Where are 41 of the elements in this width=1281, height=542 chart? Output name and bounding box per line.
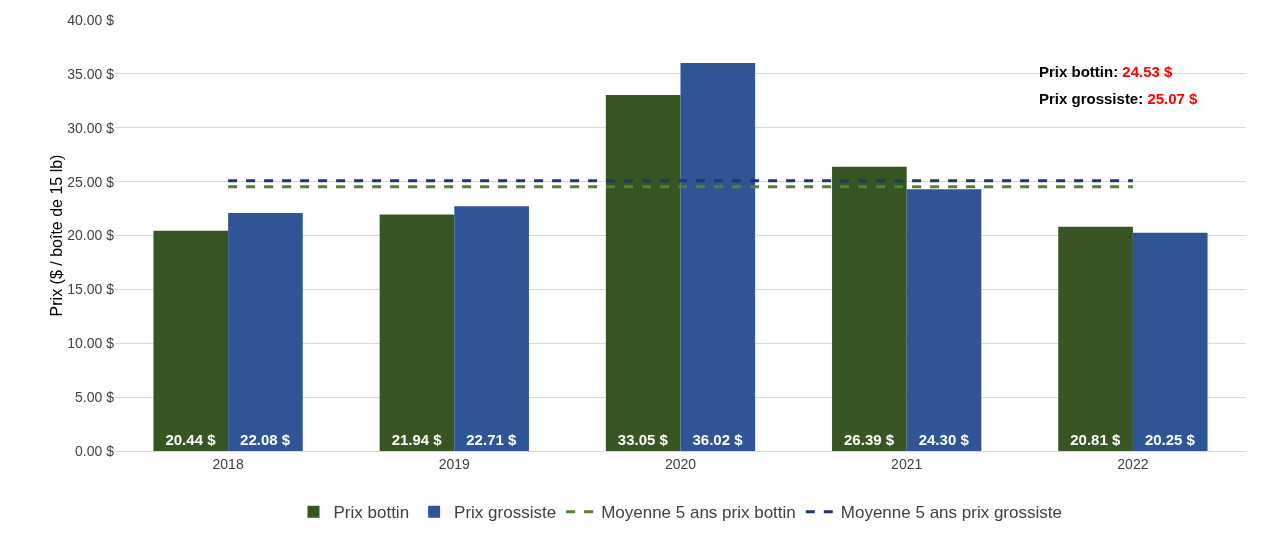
x-tick-label: 2018 [212,455,244,472]
data-label: 36.02 $ [692,431,744,448]
y-axis-title: Prix ($ / boîte de 15 lb) [48,154,66,317]
y-tick-label: 5.00 $ [75,389,115,406]
annotation: Prix bottin: 24.53 $ [1039,63,1174,80]
bar [832,166,907,451]
data-label: 21.94 $ [391,431,443,448]
y-tick-label: 10.00 $ [67,335,115,352]
data-label: 24.30 $ [918,431,970,448]
bar [228,213,303,451]
bar [1058,226,1133,451]
data-label: 26.39 $ [844,431,895,448]
annotation: Prix grossiste: 25.07 $ [1039,90,1199,107]
y-tick-label: 30.00 $ [67,119,115,136]
legend-label: Prix bottin [333,503,410,523]
y-tick-label: 25.00 $ [67,173,115,190]
y-tick-label: 0.00 $ [75,442,115,459]
bar [605,94,681,451]
y-tick-label: 15.00 $ [67,281,115,298]
y-tick-label: 40.00 $ [67,11,115,28]
x-tick-label: 2019 [438,455,471,472]
data-label: 33.05 $ [617,431,669,448]
x-tick-label: 2020 [664,455,697,472]
x-tick-label: 2021 [891,455,923,472]
data-label: 20.44 $ [165,431,217,448]
bar [153,230,229,451]
y-tick-label: 35.00 $ [67,65,115,82]
bar [1132,232,1208,451]
data-label: 22.08 $ [240,431,291,448]
data-label: 20.25 $ [1144,431,1196,448]
legend-label: Prix grossiste [454,503,557,523]
bar [906,189,982,451]
bar [454,206,529,451]
x-tick-label: 2022 [1117,455,1149,472]
bar [379,214,455,451]
data-label: 20.81 $ [1070,431,1121,448]
data-label: 22.71 $ [466,431,517,448]
legend-label: Moyenne 5 ans prix bottin [601,503,796,523]
y-tick-label: 20.00 $ [67,227,115,244]
legend-label: Moyenne 5 ans prix grossiste [840,503,1062,523]
bar [680,62,756,451]
